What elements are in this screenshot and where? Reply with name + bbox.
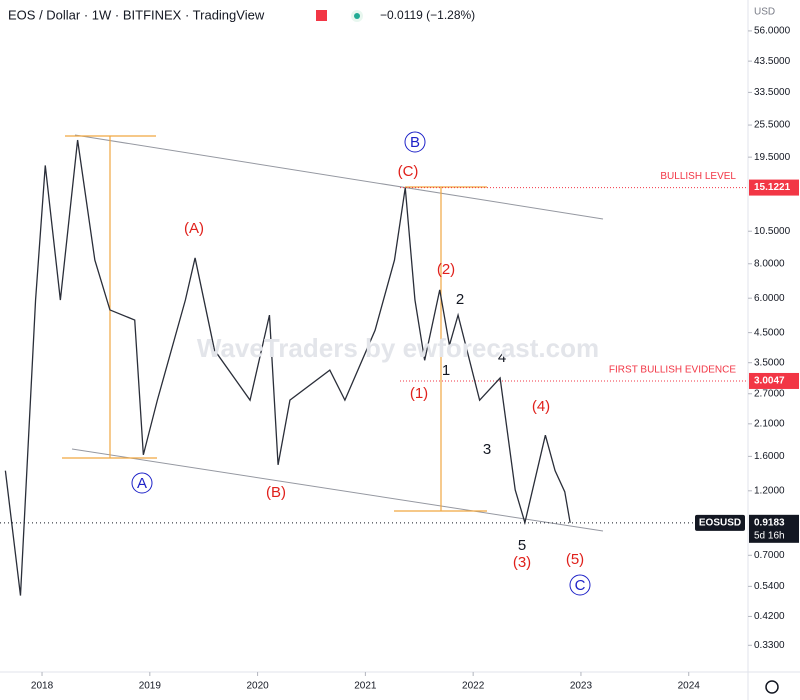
wave-circle bbox=[569, 574, 591, 596]
y-tick-label: 2.1000 bbox=[754, 418, 785, 429]
level-label: FIRST BULLISH EVIDENCE bbox=[609, 365, 736, 376]
wave-label: (3) bbox=[513, 554, 531, 571]
wave-circle bbox=[404, 131, 426, 153]
last-price-box bbox=[749, 514, 799, 543]
symbol-title: EOS / Dollar · 1W · BITFINEX · TradingVi… bbox=[8, 7, 265, 22]
wave-label: B bbox=[410, 134, 420, 151]
x-tick-label: 2023 bbox=[570, 681, 593, 692]
status-dot bbox=[354, 13, 360, 19]
channel-line bbox=[74, 134, 604, 220]
measure bbox=[62, 135, 487, 512]
x-tick-label: 2021 bbox=[354, 681, 377, 692]
symbol-label: EOSUSD bbox=[699, 517, 741, 528]
level-label: BULLISH LEVEL bbox=[660, 171, 736, 182]
y-tick-label: 2.7000 bbox=[754, 388, 785, 399]
y-tick-label: 56.0000 bbox=[754, 26, 791, 37]
currency[interactable]: USD bbox=[754, 7, 775, 18]
y-tick-label: 19.5000 bbox=[754, 152, 791, 163]
price-line bbox=[4, 139, 571, 596]
x-tick-label: 2020 bbox=[246, 681, 269, 692]
wave-label: (B) bbox=[266, 484, 286, 501]
level-price-box bbox=[749, 372, 799, 389]
wave-label: (4) bbox=[532, 398, 550, 415]
y-tick-label: 4.5000 bbox=[754, 327, 785, 338]
wave-label: C bbox=[575, 577, 586, 594]
y-tick-label: 3.5000 bbox=[754, 357, 785, 368]
y-tick-label: 0.3300 bbox=[754, 640, 785, 651]
y-tick-label: 1.2000 bbox=[754, 485, 785, 496]
wave-label: 4 bbox=[498, 349, 506, 366]
level-price-box bbox=[749, 179, 799, 196]
y-tick-label: 33.5000 bbox=[754, 87, 791, 98]
y-tick-label: 8.0000 bbox=[754, 258, 785, 269]
wave-label: (2) bbox=[437, 261, 455, 278]
x-tick-label: 2019 bbox=[139, 681, 162, 692]
channel-line bbox=[71, 448, 604, 532]
x-tick-label: 2018 bbox=[31, 681, 54, 692]
wave-circle bbox=[131, 472, 153, 494]
price-change: −0.0119 (−1.28%) bbox=[380, 8, 475, 22]
wave-label: (5) bbox=[566, 551, 584, 568]
wave-label: A bbox=[137, 475, 147, 492]
watermark: WaveTraders by ewforecast.com bbox=[197, 333, 599, 363]
y-tick-label: 6.0000 bbox=[754, 293, 785, 304]
wave-label: (A) bbox=[184, 220, 204, 237]
wave-label: 3 bbox=[483, 441, 491, 458]
y-tick-label: 0.7000 bbox=[754, 550, 785, 561]
y-tick-label: 43.5000 bbox=[754, 56, 791, 67]
y-tick-label: 0.4200 bbox=[754, 611, 785, 622]
x-tick-label: 2024 bbox=[678, 681, 701, 692]
y-tick-label: 25.5000 bbox=[754, 120, 791, 131]
wave-label: (1) bbox=[410, 385, 428, 402]
wave-label: 2 bbox=[456, 291, 464, 308]
y-tick-label: 0.5400 bbox=[754, 581, 785, 592]
wave-label: 1 bbox=[442, 362, 450, 379]
y-tick-label: 1.6000 bbox=[754, 451, 785, 462]
x-tick-label: 2022 bbox=[462, 681, 485, 692]
wave-label: 5 bbox=[518, 537, 526, 554]
wave-label: (C) bbox=[398, 163, 419, 180]
level-price: 15.1221 bbox=[754, 182, 791, 193]
last-price: 0.9183 bbox=[754, 517, 785, 528]
countdown: 5d 16h bbox=[754, 530, 785, 541]
level-price: 3.0047 bbox=[754, 376, 785, 387]
flag-icon[interactable] bbox=[316, 10, 327, 21]
symbol-box bbox=[695, 514, 745, 531]
settings-icon[interactable] bbox=[765, 680, 779, 694]
y-tick-label: 10.5000 bbox=[754, 226, 791, 237]
